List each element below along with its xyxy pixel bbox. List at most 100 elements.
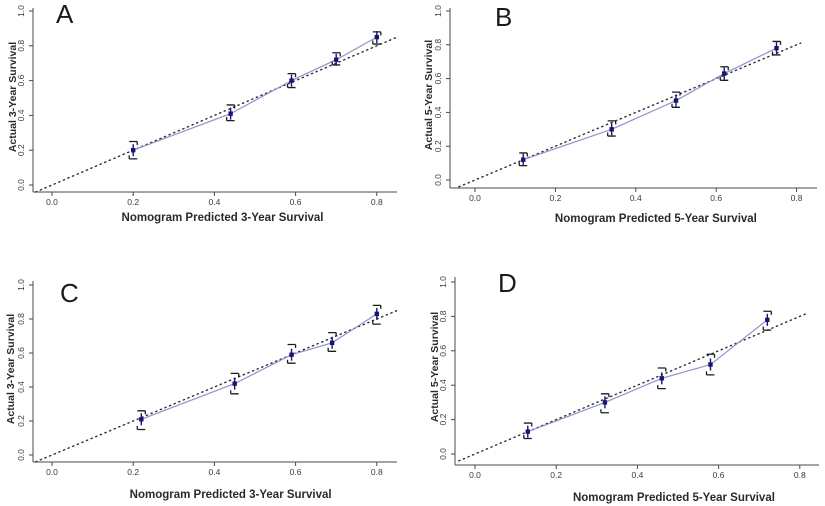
x-tick-label: 0.8 [371,197,383,207]
data-point-marker [374,311,379,317]
error-bar-top-cap [519,152,528,157]
calibration-plot-c: 0.0 0.2 0.4 0.6 0.8 0.0 0.2 0.4 0.6 0.8 1.0 [16,279,398,477]
data-point-marker [228,111,233,116]
axes [451,277,819,469]
error-bar-bottom-cap [327,347,337,352]
y-axis-label: Actual 5-Year Survival [429,311,441,423]
panel-letter-a: A [56,0,74,29]
x-tick-label: 0.8 [791,193,803,203]
error-bar-top-cap [706,353,716,358]
data-point-marker [334,57,339,62]
error-bars [523,310,772,440]
y-tick-label: 1.0 [433,5,443,17]
x-tick-labels: 0.0 0.2 0.4 0.6 0.8 [46,197,383,207]
y-tick-label: 0.8 [16,313,26,325]
error-bar-top-cap [600,393,610,398]
reference-line [35,36,398,193]
x-tick-label: 0.0 [469,193,481,203]
x-tick-label: 0.8 [371,467,383,477]
data-point-marker [708,362,713,367]
x-axis-label: Nomogram Predicted 3-Year Survival [129,489,332,501]
error-bar-top-cap [720,66,729,71]
data-point-marker [673,98,679,103]
x-tick-label: 0.2 [549,193,561,203]
panel-c: 0.0 0.2 0.4 0.6 0.8 0.0 0.2 0.4 0.6 0.8 1.0 C Nomo… [0,253,412,506]
y-tick-label: 0.6 [16,347,26,359]
error-bar-top-cap [372,304,382,309]
x-tick-label: 0.2 [127,197,139,207]
y-tick-label: 0.4 [433,106,443,118]
calibration-plot-a: 0.0 0.2 0.4 0.6 0.8 0.0 0.2 0.4 0.6 0.8 1.0 [16,5,398,207]
error-bar-top-cap [137,410,146,415]
y-tick-label: 0.0 [16,179,26,191]
calibration-line [141,313,378,420]
error-bar-bottom-cap [600,409,609,414]
panel-d: 0.0 0.2 0.4 0.6 0.8 0.0 0.2 0.4 0.6 0.8 1.0 D Nomo… [412,253,825,506]
x-axis-label: Nomogram Predicted 5-Year Survival [572,492,775,504]
x-tick-label: 0.2 [127,467,139,477]
x-tick-labels: 0.0 0.2 0.4 0.6 0.8 [469,470,806,480]
y-tick-label: 0.4 [438,379,448,391]
panel-a: 0.0 0.2 0.4 0.6 0.8 0.0 0.2 0.4 0.6 0.8 1.0 A Nomo… [0,0,412,253]
x-tick-label: 0.6 [290,197,302,207]
data-point-marker [289,78,294,83]
y-tick-labels: 0.0 0.2 0.4 0.6 0.8 1.0 [16,279,26,461]
reference-line [35,309,398,463]
x-tick-labels: 0.0 0.2 0.4 0.6 0.8 [46,467,383,477]
x-tick-label: 0.6 [290,467,302,477]
y-tick-label: 0.6 [16,74,26,86]
error-bar-top-cap [129,140,138,145]
panel-letter-d: D [498,268,518,298]
error-bar-top-cap [287,72,297,78]
y-tick-label: 0.6 [433,72,443,84]
error-bar-bottom-cap [607,132,616,137]
data-point-marker [602,400,608,405]
x-tick-label: 0.4 [208,197,220,207]
error-bar-bottom-cap [719,76,729,81]
reference-line [458,42,802,188]
y-axis-label: Actual 3-Year Survival [7,41,19,153]
error-bar-bottom-cap [523,435,532,440]
data-point-marker [659,376,664,381]
error-bar-bottom-cap [771,51,781,56]
y-tick-label: 0.8 [16,40,26,52]
y-tick-label: 1.0 [438,276,448,288]
error-bar-top-cap [672,91,681,96]
y-tick-labels: 0.0 0.2 0.4 0.6 0.8 1.0 [433,5,443,186]
axes [29,8,397,196]
x-tick-label: 0.8 [794,470,806,480]
data-point-marker [521,157,526,162]
y-tick-label: 0.4 [16,109,26,121]
y-tick-label: 0.2 [16,144,26,156]
error-bar-top-cap [230,372,240,377]
x-tick-label: 0.0 [46,197,58,207]
error-bar-bottom-cap [230,390,239,395]
error-bar-bottom-cap [286,84,296,89]
y-axis-label: Actual 5-Year Survival [423,39,435,150]
error-bar-bottom-cap [372,40,381,45]
error-bar-top-cap [328,331,337,337]
x-tick-label: 0.4 [631,470,643,480]
data-point-marker [525,429,530,434]
y-tick-label: 0.4 [16,381,26,393]
error-bar-top-cap [523,422,533,427]
error-bar-bottom-cap [705,371,715,376]
error-bar-bottom-cap [225,117,235,122]
x-tick-label: 0.2 [550,470,562,480]
y-tick-label: 0.2 [438,413,448,425]
y-tick-label: 0.8 [438,310,448,322]
y-tick-labels: 0.0 0.2 0.4 0.6 0.8 1.0 [438,276,448,460]
y-tick-labels: 0.0 0.2 0.4 0.6 0.8 1.0 [16,5,26,191]
x-axis-label: Nomogram Predicted 3-Year Survival [121,212,324,224]
data-point-marker [131,148,136,153]
x-axis-label: Nomogram Predicted 5-Year Survival [554,213,757,225]
y-tick-label: 1.0 [16,5,26,17]
panel-b: 0.0 0.2 0.4 0.6 0.8 0.0 0.2 0.4 0.6 0.8 1.0 B Nomo… [412,0,825,253]
error-bar-top-cap [287,343,297,348]
data-point-marker [774,45,779,51]
error-bar-bottom-cap [657,385,666,390]
y-tick-label: 0.8 [433,39,443,51]
error-bar-top-cap [332,52,341,57]
data-point-marker [374,34,379,40]
